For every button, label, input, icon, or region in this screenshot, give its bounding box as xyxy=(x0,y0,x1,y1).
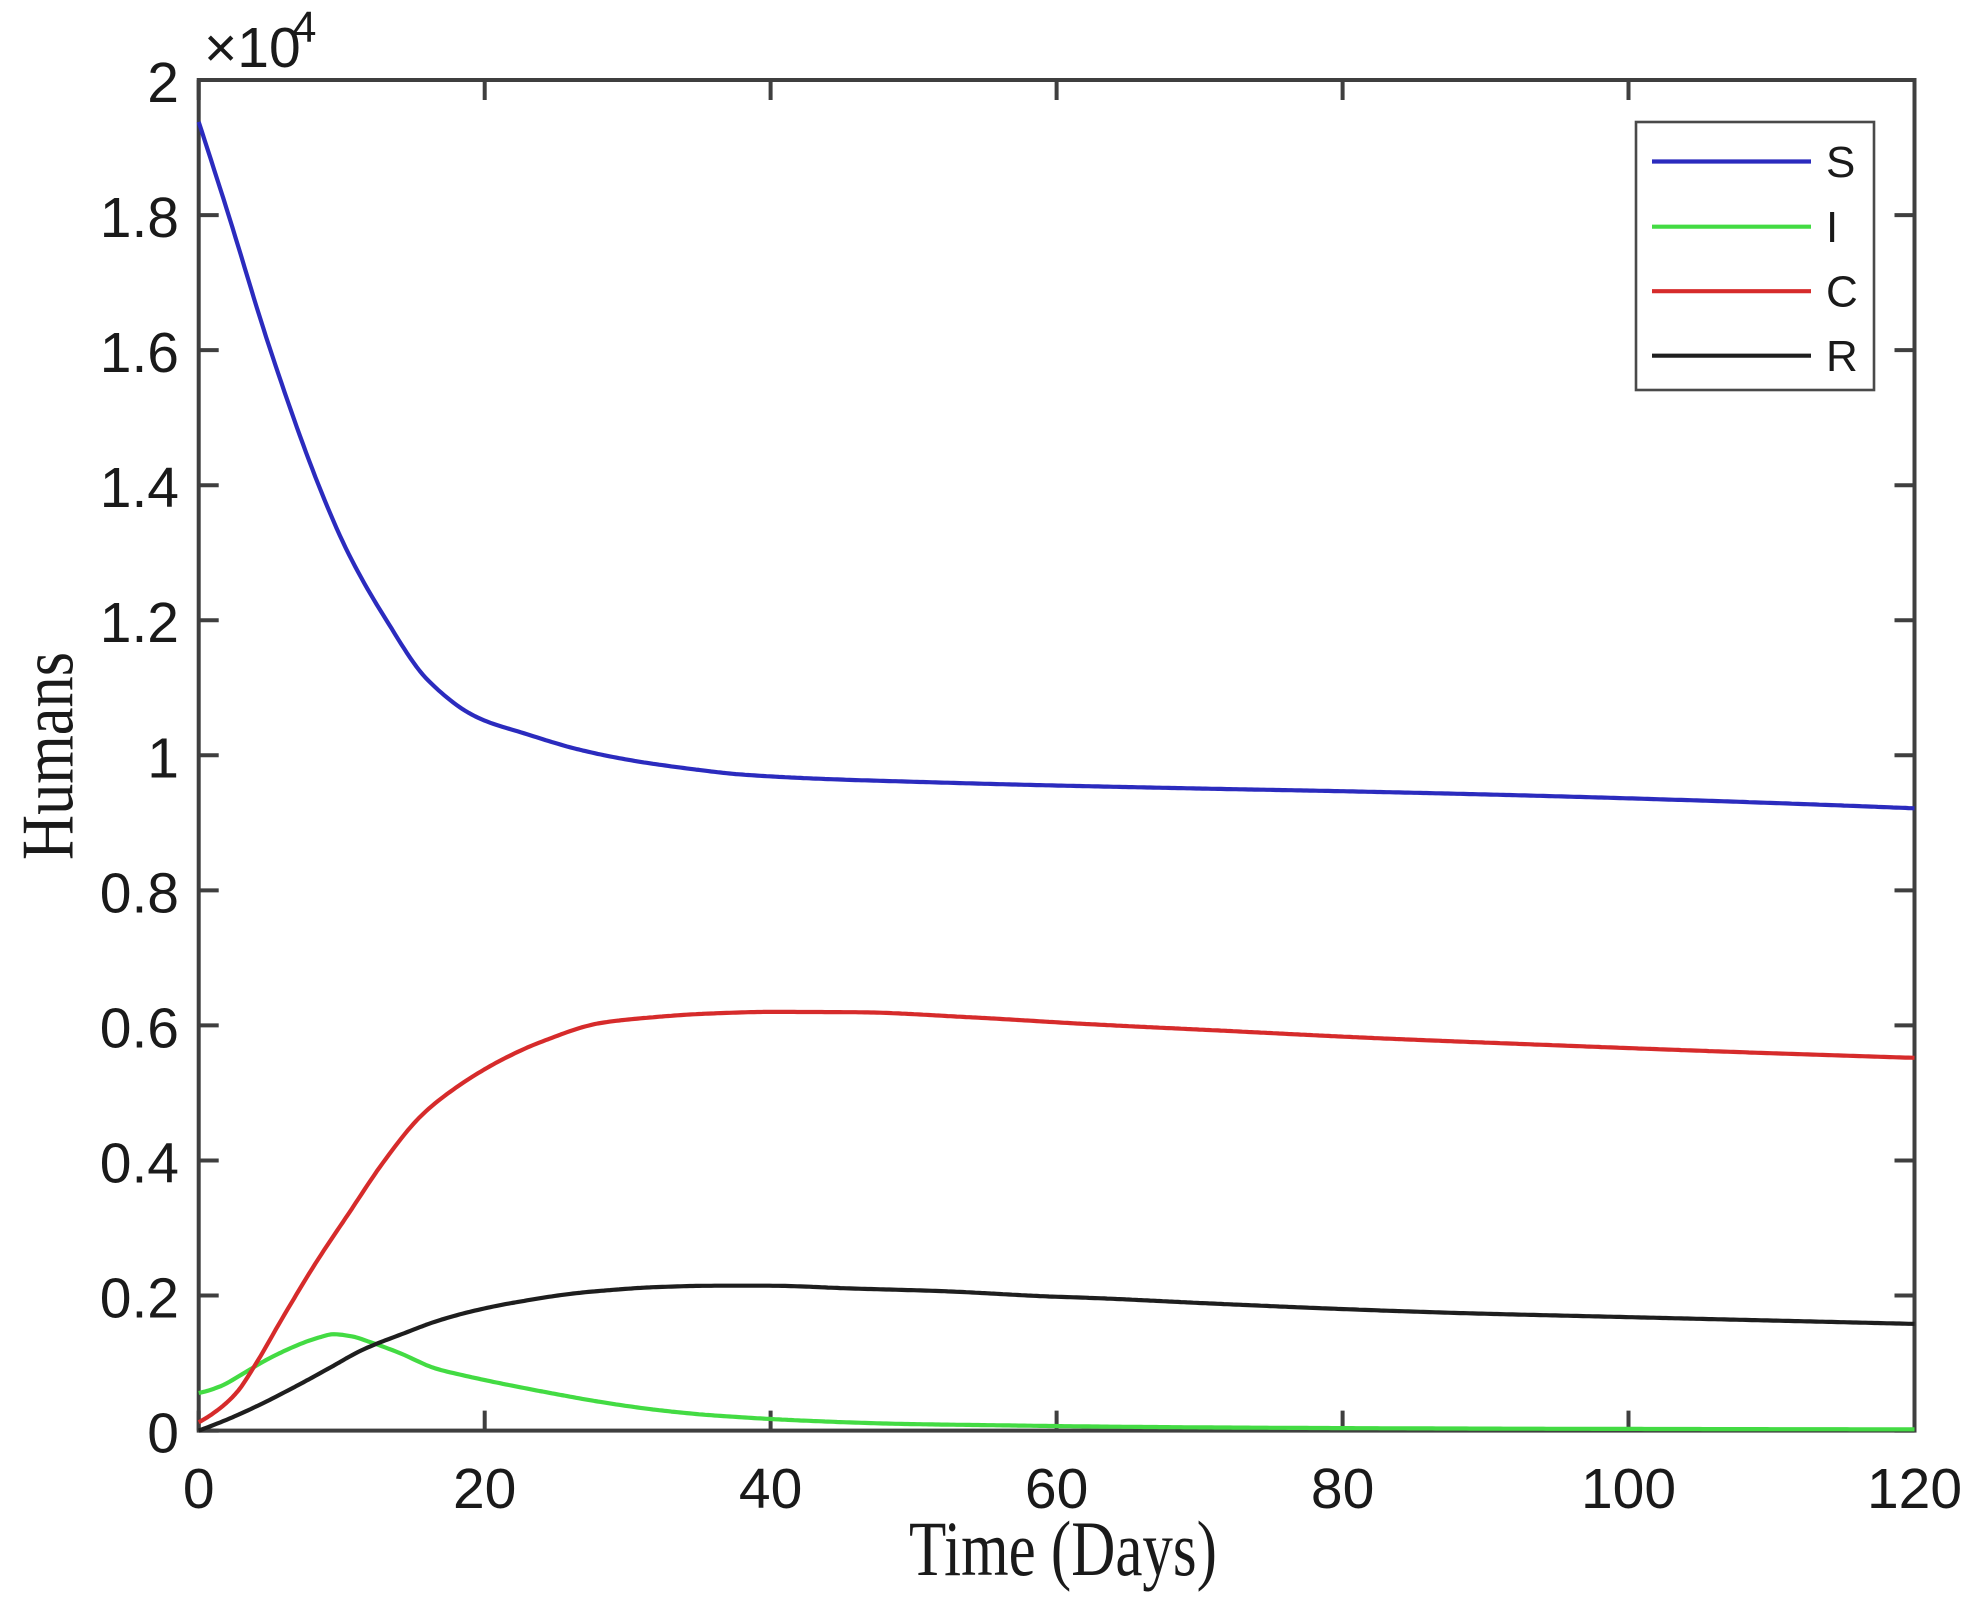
svg-text:Humans: Humans xyxy=(8,652,90,860)
svg-text:0: 0 xyxy=(147,1402,179,1466)
svg-text:1.6: 1.6 xyxy=(100,321,179,385)
svg-text:1.4: 1.4 xyxy=(100,456,179,520)
svg-text:1.8: 1.8 xyxy=(100,186,179,250)
svg-text:0.4: 0.4 xyxy=(100,1132,179,1196)
svg-text:60: 60 xyxy=(1025,1457,1088,1521)
svg-text:R: R xyxy=(1826,332,1858,381)
svg-text:20: 20 xyxy=(453,1457,516,1521)
svg-text:1: 1 xyxy=(147,726,179,790)
svg-text:C: C xyxy=(1826,268,1858,317)
svg-text:×10: ×10 xyxy=(204,16,301,80)
svg-text:1.2: 1.2 xyxy=(100,591,179,655)
svg-text:S: S xyxy=(1826,138,1855,187)
svg-text:4: 4 xyxy=(292,3,316,52)
svg-text:0.6: 0.6 xyxy=(100,996,179,1060)
svg-text:40: 40 xyxy=(739,1457,802,1521)
svg-text:80: 80 xyxy=(1311,1457,1374,1521)
svg-text:0.8: 0.8 xyxy=(100,861,179,925)
svg-text:0: 0 xyxy=(183,1457,215,1521)
svg-text:120: 120 xyxy=(1867,1457,1962,1521)
svg-text:2: 2 xyxy=(147,51,179,115)
svg-text:100: 100 xyxy=(1581,1457,1676,1521)
svg-text:I: I xyxy=(1826,203,1838,252)
svg-text:0.2: 0.2 xyxy=(100,1267,179,1331)
svg-text:Time (Days): Time (Days) xyxy=(909,1505,1217,1592)
